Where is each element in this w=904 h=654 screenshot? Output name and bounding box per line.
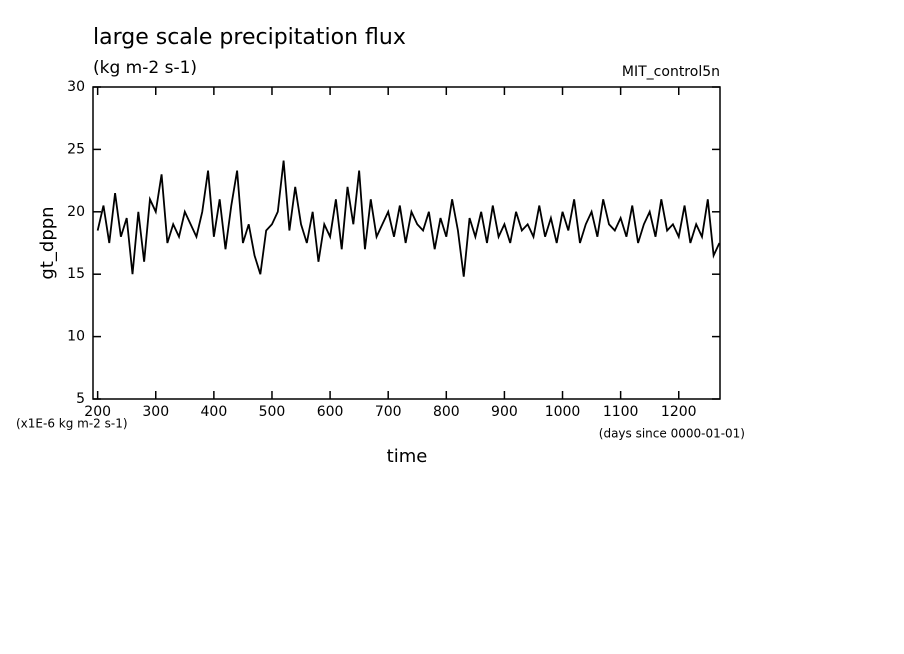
y-tick-label: 5 — [76, 391, 85, 407]
y-tick-label: 10 — [67, 329, 85, 345]
y-tick-label: 20 — [67, 204, 85, 220]
x-tick-label: 1000 — [545, 404, 581, 420]
x-axis-label: time — [387, 446, 428, 467]
y-unit-note: (x1E-6 kg m-2 s-1) — [16, 417, 128, 431]
x-unit-note: (days since 0000-01-01) — [599, 427, 745, 441]
x-tick-label: 200 — [84, 404, 111, 420]
x-tick-label: 800 — [433, 404, 460, 420]
x-tick-label: 1100 — [603, 404, 639, 420]
x-tick-label: 900 — [491, 404, 518, 420]
plot-frame — [92, 86, 721, 400]
x-tick-label: 300 — [142, 404, 169, 420]
data-line — [96, 160, 721, 277]
annotation: MIT_control5n — [622, 64, 720, 80]
x-tick-label: 600 — [317, 404, 344, 420]
y-tick-label: 25 — [67, 141, 85, 157]
y-axis-label: gt_dppn — [37, 206, 58, 279]
chart-title: large scale precipitation flux — [93, 25, 406, 50]
x-tick-label: 400 — [201, 404, 228, 420]
x-tick-label: 500 — [259, 404, 286, 420]
chart-subtitle: (kg m-2 s-1) — [93, 58, 197, 78]
x-tick-label: 1200 — [661, 404, 697, 420]
y-tick-label: 30 — [67, 79, 85, 95]
y-tick-label: 15 — [67, 266, 85, 282]
x-tick-label: 700 — [375, 404, 402, 420]
